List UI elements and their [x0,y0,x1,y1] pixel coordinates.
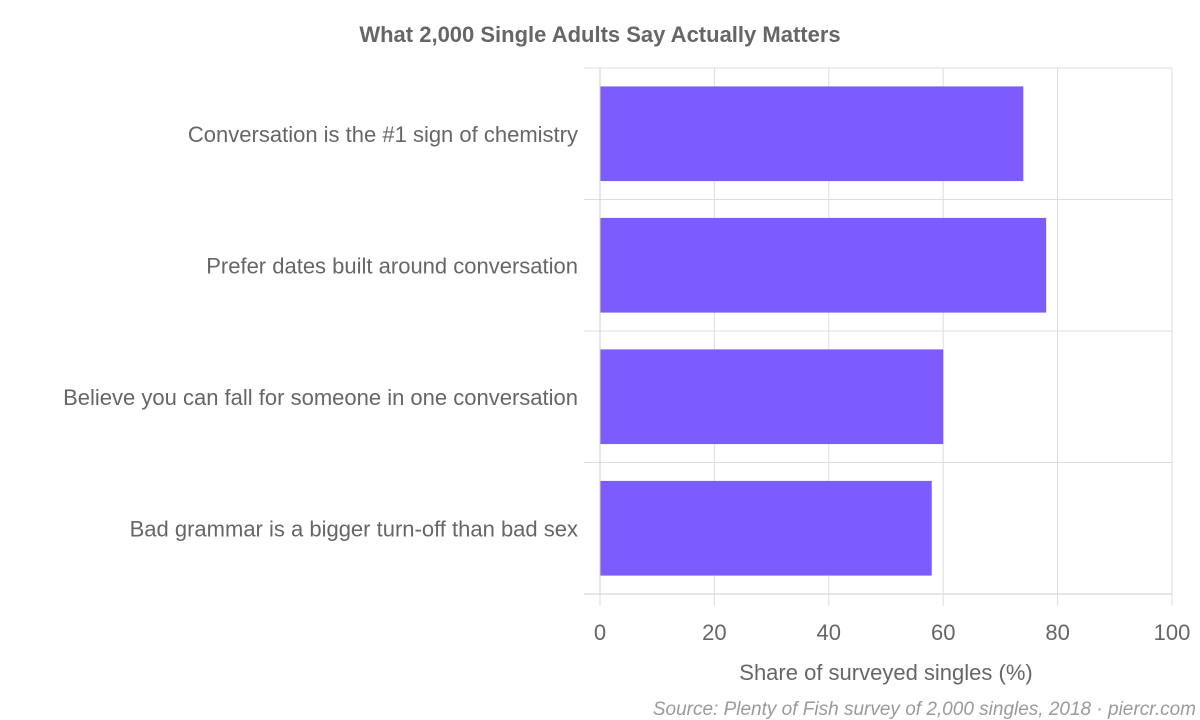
category-label: Bad grammar is a bigger turn-off than ba… [130,516,578,541]
category-labels: Conversation is the #1 sign of chemistry… [63,122,578,542]
source-note: Source: Plenty of Fish survey of 2,000 s… [653,699,1196,720]
category-label: Believe you can fall for someone in one … [63,385,578,410]
chart-title: What 2,000 Single Adults Say Actually Ma… [359,22,840,47]
x-tick-label: 40 [817,620,841,645]
x-tick-label: 0 [594,620,606,645]
bar [600,217,1047,313]
bar [600,480,932,576]
bars [600,86,1047,576]
x-tick-label: 60 [931,620,955,645]
category-label: Prefer dates built around conversation [206,253,578,278]
category-label: Conversation is the #1 sign of chemistry [188,122,578,147]
x-tick-label: 20 [702,620,726,645]
bar [600,86,1024,182]
x-tick-label: 80 [1045,620,1069,645]
axes [584,68,1172,595]
x-tick-label: 100 [1154,620,1191,645]
x-tick-labels: 0 20 40 60 80 100 [594,594,1190,645]
bar [600,349,944,445]
x-axis-title: Share of surveyed singles (%) [739,660,1032,685]
